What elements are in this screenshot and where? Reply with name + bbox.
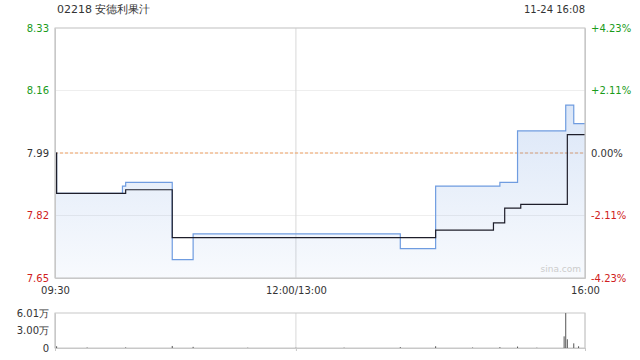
grid-line [55, 153, 585, 154]
tick: 12:00/13:00 [266, 278, 327, 296]
grid-line [295, 313, 296, 348]
tick: 7.99 [27, 148, 55, 159]
tick-label: 8.16 [27, 85, 49, 96]
volume-bar [499, 347, 500, 348]
volume-bar [172, 346, 173, 348]
tick-label: 7.99 [27, 148, 49, 159]
plot-frame [55, 28, 585, 278]
volume-bar [247, 347, 248, 348]
axis-line [56, 349, 586, 352]
tick: 7.82 [27, 210, 55, 221]
tick: +4.23% [585, 23, 631, 34]
volume-bar [87, 347, 88, 348]
tick-label: -4.23% [591, 273, 626, 284]
volume-plot [56, 313, 579, 348]
axis-line [56, 278, 586, 279]
volume-bar [472, 347, 473, 348]
grid-line [55, 90, 585, 91]
x-axis: 09:30 12:00/13:00 16:00 [41, 278, 600, 296]
title: 02218 安德利果汁 [57, 3, 151, 16]
tick-mark [296, 348, 297, 351]
volume-bar [400, 347, 401, 348]
tick-label: 8.33 [27, 23, 49, 34]
watermark: sina.com [541, 264, 582, 274]
volume-bar [536, 347, 537, 348]
chart: 02218 安德利果汁 11-24 16:08 8.33 8.16 7.99 7.82 7.… [0, 0, 640, 360]
average-line [55, 135, 585, 238]
tick-label: 7.65 [27, 273, 49, 284]
tick-label: 16:00 [571, 285, 600, 296]
reference-line [55, 153, 585, 154]
axis-line [55, 314, 56, 349]
tick-label: 0 [43, 343, 49, 354]
tick: 7.65 [27, 273, 55, 284]
tick: 0 [43, 343, 55, 354]
tick: -4.23% [585, 273, 626, 284]
tick-label: 09:30 [41, 285, 70, 296]
tick-label: 12:00/13:00 [266, 285, 327, 296]
plot [55, 105, 585, 278]
tick-label: 3.00万 [17, 325, 49, 336]
y2-axis: +4.23% +2.11% 0.00% -2.11% -4.23% [585, 23, 631, 284]
tick [585, 348, 586, 351]
tick-mark [55, 348, 56, 351]
volume-bar [565, 313, 566, 348]
volume-bar [578, 346, 579, 348]
tick: 16:00 [571, 278, 600, 296]
tick-label: -2.11% [591, 210, 626, 221]
plot-frame [55, 313, 585, 348]
price-area [55, 105, 585, 278]
tick: 09:30 [41, 278, 70, 296]
tick: 3.00万 [17, 325, 55, 336]
axis-line [55, 29, 56, 279]
volume-bar [193, 347, 194, 348]
volume-bar [567, 339, 568, 348]
y-axis: 8.33 8.16 7.99 7.82 7.65 [27, 23, 56, 284]
tick: -2.11% [585, 210, 626, 221]
volume-bar [435, 346, 436, 348]
volume-bar [295, 347, 296, 348]
tick-label: 7.82 [27, 210, 49, 221]
tick-mark [585, 348, 586, 351]
volume-bar [125, 347, 126, 348]
tick: +2.11% [585, 85, 631, 96]
tick [296, 348, 297, 351]
axis-line [585, 29, 586, 279]
volume-bar [56, 346, 57, 348]
volume-x-axis [56, 348, 586, 351]
volume-y-axis: 6.01万 3.00万 0 [17, 308, 56, 354]
tick-label: +2.11% [591, 85, 631, 96]
tick: 8.16 [27, 85, 55, 96]
subtitle: 11-24 16:08 [524, 4, 585, 15]
tick: 0.00% [585, 148, 623, 159]
tick: 8.33 [27, 23, 55, 34]
grid [55, 28, 585, 348]
tick-label: 0.00% [591, 148, 623, 159]
volume-bar [517, 347, 518, 348]
tick [55, 348, 56, 351]
volume-bar [344, 347, 345, 348]
tick-label: 6.01万 [17, 308, 49, 319]
volume-bar [573, 343, 574, 348]
price-line [55, 105, 585, 259]
tick: 6.01万 [17, 308, 55, 319]
volume-bar [564, 336, 565, 348]
tick-label: +4.23% [591, 23, 631, 34]
